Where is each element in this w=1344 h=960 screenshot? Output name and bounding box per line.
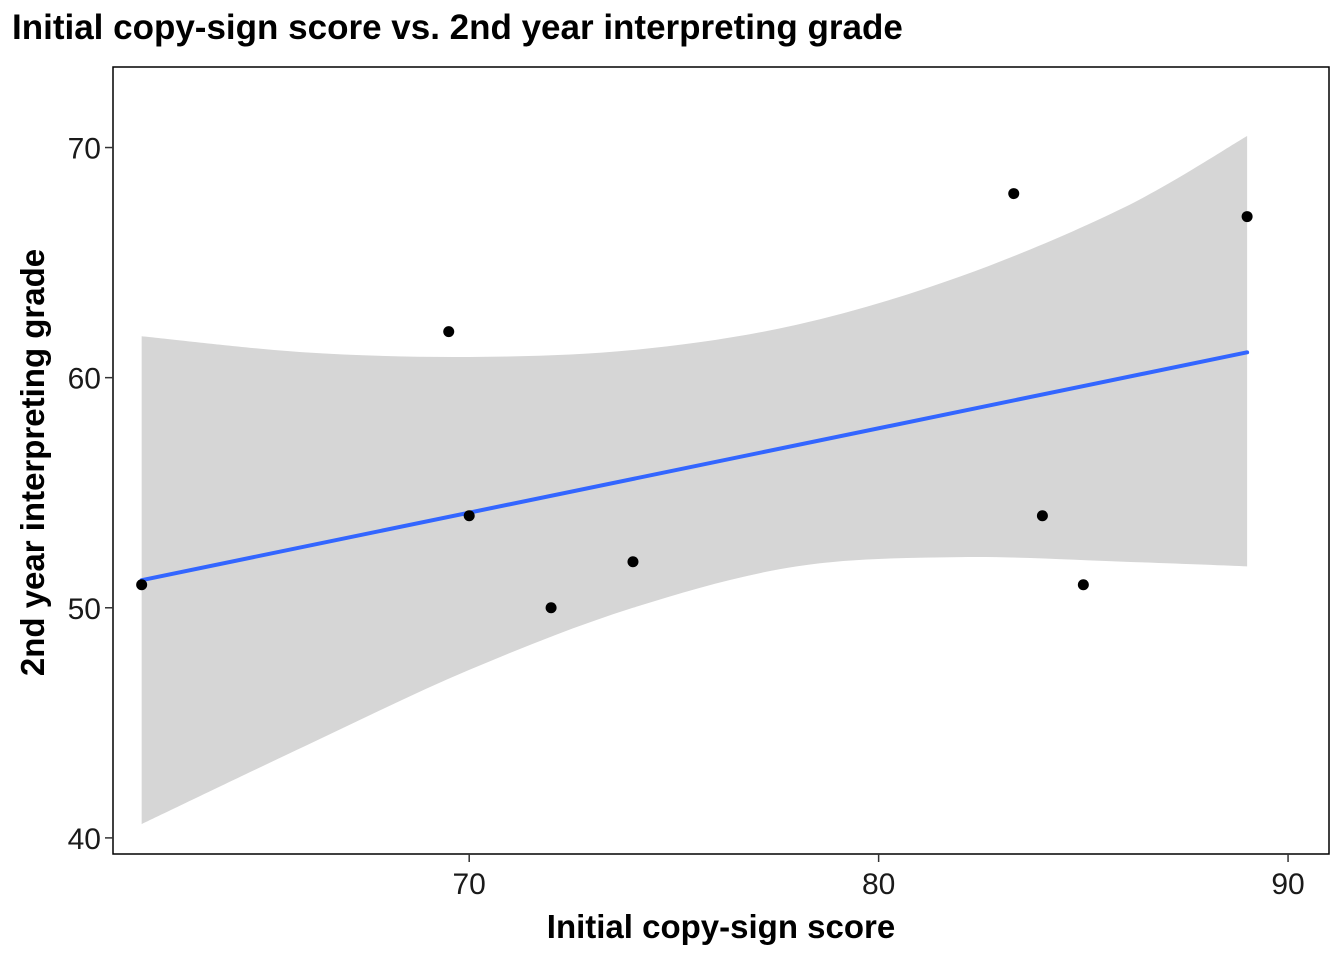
x-axis: 70 80 90 — [453, 854, 1305, 901]
x-tick-label: 70 — [453, 868, 486, 901]
y-tick-label: 70 — [68, 133, 101, 166]
x-tick-label: 80 — [862, 868, 895, 901]
data-point — [627, 556, 639, 568]
y-axis-title: 2nd year interpreting grade — [14, 249, 51, 676]
data-point — [1241, 211, 1253, 223]
y-tick-label: 60 — [68, 363, 101, 396]
data-point — [463, 510, 475, 522]
data-point — [1077, 579, 1089, 591]
regression-line — [139, 350, 1250, 583]
data-point — [136, 579, 148, 591]
y-axis: 40 50 60 70 — [68, 133, 113, 856]
chart-title: Initial copy-sign score vs. 2nd year int… — [12, 8, 903, 47]
y-tick-label: 50 — [68, 593, 101, 626]
fit-line-layer — [139, 350, 1250, 583]
data-point — [545, 602, 557, 614]
points-layer — [136, 188, 1253, 614]
panel-border — [112, 66, 1330, 855]
x-axis-title: Initial copy-sign score — [547, 908, 895, 945]
data-point — [1036, 510, 1048, 522]
data-point — [1008, 188, 1020, 200]
confidence-band-layer — [141, 136, 1248, 825]
data-point — [443, 326, 455, 338]
x-tick-label: 90 — [1271, 868, 1304, 901]
confidence-band — [141, 136, 1248, 825]
y-tick-label: 40 — [68, 823, 101, 856]
